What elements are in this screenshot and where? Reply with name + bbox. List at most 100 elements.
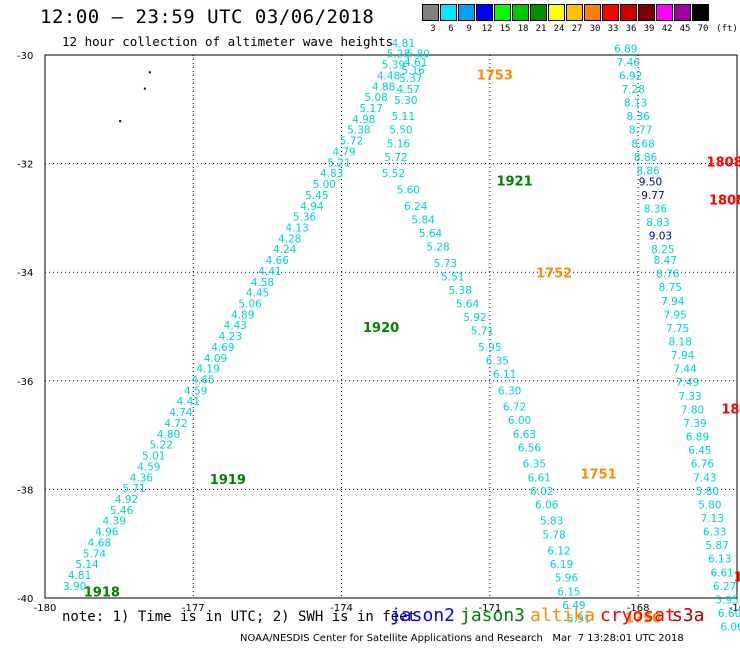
swh-value: 8.25 [651, 244, 674, 256]
swh-value: 4.69 [211, 342, 234, 354]
swh-value: 5.84 [411, 214, 435, 226]
swh-value: 5.38 [449, 285, 472, 297]
swh-value: 7.94 [671, 350, 695, 362]
swh-value: 9.77 [641, 190, 664, 202]
swh-value: 4.79 [332, 146, 355, 158]
swh-value: 4.98 [352, 114, 375, 126]
swh-value: 6.02 [530, 486, 553, 498]
swh-value: 5.52 [382, 168, 405, 180]
swh-value: 5.22 [149, 440, 172, 452]
swh-value: 4.94 [300, 201, 324, 213]
map-frame [44, 54, 738, 599]
swh-value: 9.03 [649, 231, 672, 243]
swh-value: 6.33 [703, 527, 726, 539]
swh-value: 5.00 [313, 179, 336, 191]
swh-value: 7.43 [693, 472, 716, 484]
swh-value: 4.45 [246, 288, 269, 300]
swh-value: 6.76 [691, 459, 715, 471]
swh-value: 4.28 [278, 233, 301, 245]
satellite-key-jason3: jason3 [460, 605, 526, 626]
lat-tick-label: -34 [17, 268, 33, 279]
swh-value: 5.92 [463, 312, 486, 324]
legend-swatch [566, 4, 583, 21]
pass-time-label: 1919 [210, 473, 246, 488]
swh-value: 6.92 [619, 70, 642, 82]
swh-value: 5.36 [293, 212, 317, 224]
swh-value: 7.13 [701, 513, 724, 525]
swh-value: 8.47 [654, 255, 677, 267]
swh-value: 6.30 [498, 385, 521, 397]
swh-value: 5.95 [715, 594, 738, 606]
swh-value: 5.08 [364, 92, 387, 104]
legend-swatch [458, 4, 475, 21]
swh-value: 5.11 [392, 111, 415, 123]
swh-value: 5.21 [327, 157, 350, 169]
swh-value: 4.61 [404, 57, 427, 69]
swh-value: 4.23 [219, 331, 242, 343]
swh-value: 6.06 [535, 499, 559, 511]
legend-label: 24 [553, 24, 565, 34]
swh-value: 8.68 [631, 138, 654, 150]
swh-value: 5.83 [540, 516, 563, 528]
swh-value: 4.59 [137, 461, 160, 473]
swh-value: 8.83 [646, 217, 669, 229]
legend-label: 9 [466, 24, 472, 34]
credit-line: NOAA/NESDIS Center for Satellite Applica… [240, 633, 684, 644]
swh-value: 4.88 [372, 81, 395, 93]
legend-label: 30 [589, 24, 601, 34]
chart-subtitle: 12 hour collection of altimeter wave hei… [62, 34, 394, 49]
swh-value: 4.66 [266, 255, 290, 267]
lat-tick-label: -30 [17, 51, 33, 62]
swh-value: 8.18 [668, 337, 691, 349]
swh-value: 6.61 [710, 567, 733, 579]
legend-label: 12 [481, 24, 493, 34]
legend-swatch [674, 4, 691, 21]
swh-value: 7.95 [664, 309, 687, 321]
satellite-key-s3a: s3a [672, 605, 705, 626]
swh-value: 5.78 [542, 529, 565, 541]
legend-label: 33 [607, 24, 619, 34]
swh-value: 4.80 [157, 429, 180, 441]
swh-value: 5.80 [698, 499, 721, 511]
swh-value: 3.90 [63, 581, 86, 593]
legend-label: 27 [571, 24, 583, 34]
legend-swatch [548, 4, 565, 21]
legend-label: 42 [661, 24, 673, 34]
swh-value: 4.41 [177, 396, 200, 408]
swh-value: 8.76 [656, 269, 680, 281]
lon-tick-label: -168 [627, 603, 650, 614]
swh-value: 7.28 [622, 84, 645, 96]
land-mark [143, 87, 146, 90]
swh-value: 6.60 [718, 608, 740, 620]
swh-value: 4.48 [377, 70, 400, 82]
swh-value: 4.41 [258, 266, 281, 278]
legend-label: 36 [625, 24, 637, 34]
chart-title: 12:00 — 23:59 UTC 03/06/2018 [40, 6, 375, 28]
swh-value: 6.35 [523, 459, 546, 471]
swh-value: 5.72 [340, 136, 363, 148]
swh-value: 5.28 [387, 49, 410, 61]
legend-swatch [620, 4, 637, 21]
lat-tick-label: -32 [17, 160, 33, 171]
swh-value: 6.13 [708, 554, 731, 566]
swh-value: 5.06 [238, 298, 262, 310]
swh-value: 5.16 [402, 65, 426, 77]
swh-value: 4.24 [273, 244, 297, 256]
swh-value: 5.64 [419, 228, 443, 240]
swh-value: 6.72 [503, 402, 526, 414]
legend-swatch [638, 4, 655, 21]
swh-value: 5.72 [384, 152, 407, 164]
swh-value: 5.95 [478, 342, 501, 354]
swh-value: 6.49 [562, 600, 585, 612]
lon-tick-label: -174 [330, 603, 353, 614]
swh-value: 5.30 [394, 95, 417, 107]
satellite-key-cryosat: cryosat [600, 605, 676, 626]
lat-tick-label: -38 [17, 485, 33, 496]
legend-swatch [656, 4, 673, 21]
swh-value: 5.64 [456, 298, 480, 310]
pass-time-label: 1750 [625, 611, 661, 626]
swh-value: 7.44 [673, 364, 697, 376]
swh-value: 5.73 [434, 258, 457, 270]
swh-value: 4.57 [397, 84, 420, 96]
